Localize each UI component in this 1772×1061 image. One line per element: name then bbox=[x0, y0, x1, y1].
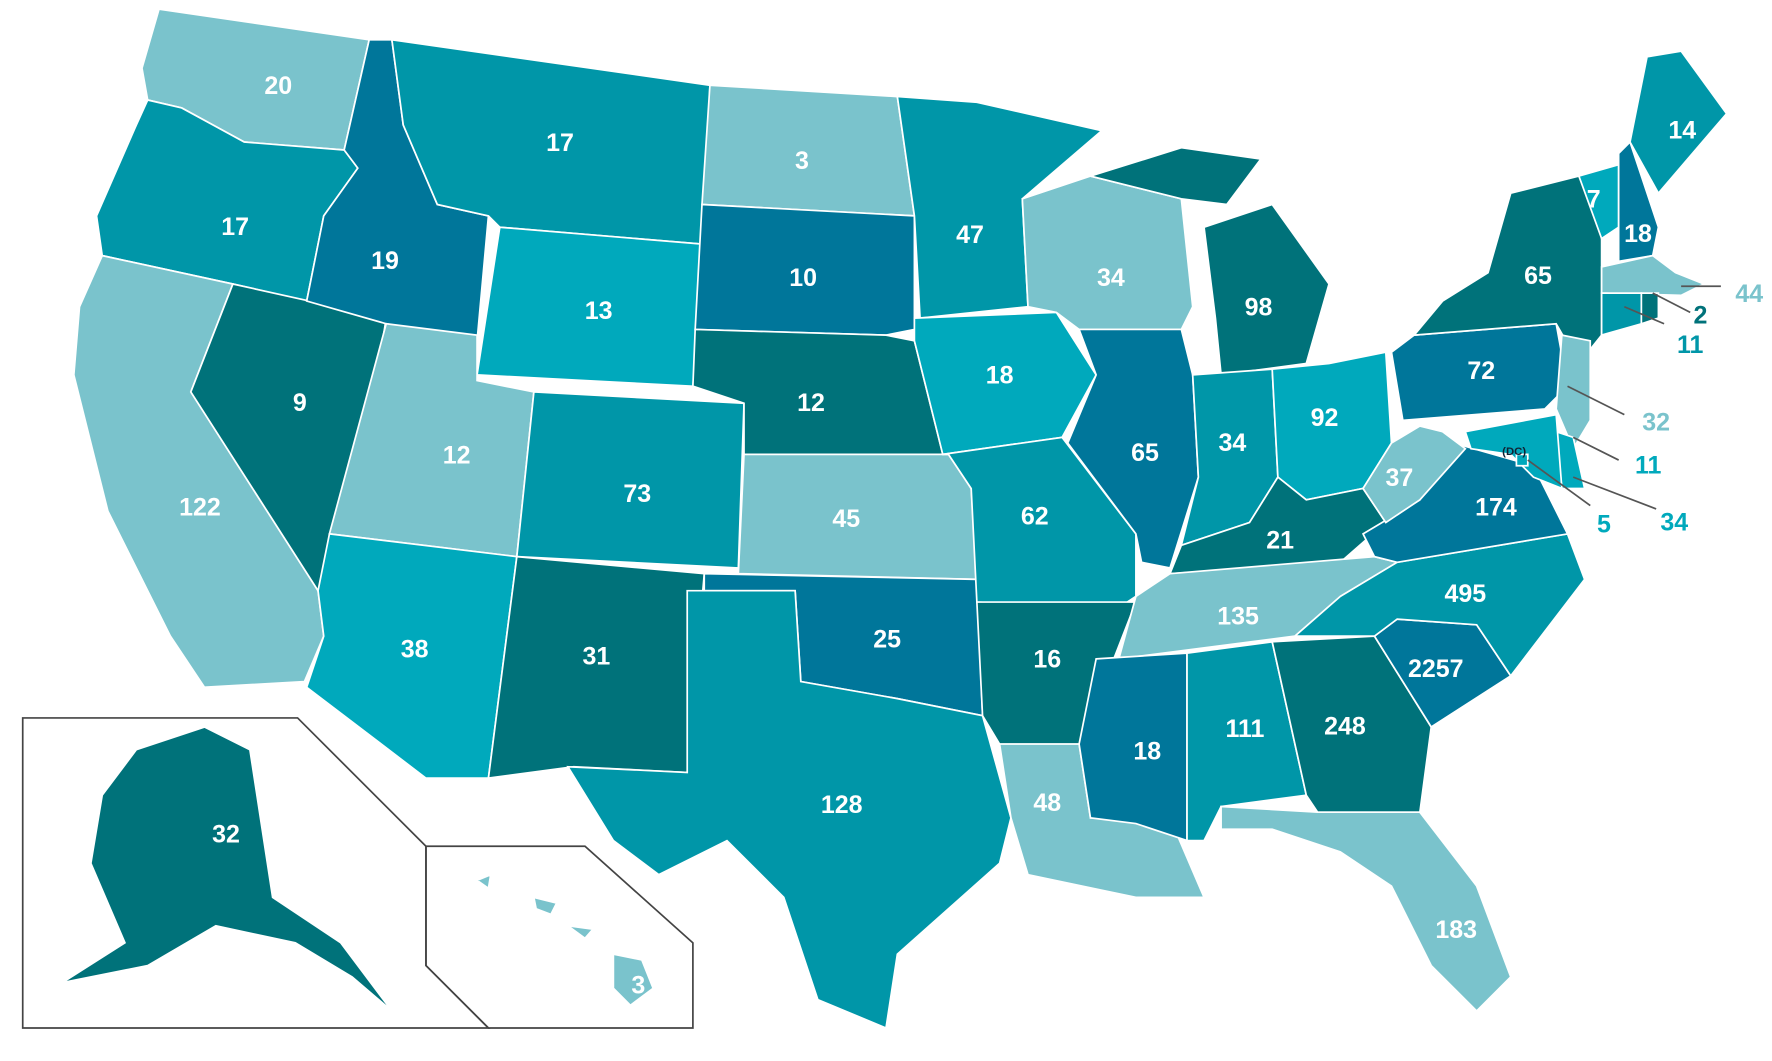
region bbox=[1640, 292, 1660, 325]
region-label: 65 bbox=[1524, 262, 1552, 290]
region-label: 25 bbox=[873, 625, 901, 653]
region bbox=[1066, 328, 1200, 569]
region-label: 2257 bbox=[1408, 655, 1464, 683]
region-label: 44 bbox=[1735, 280, 1763, 308]
region-label: 11 bbox=[1677, 331, 1704, 359]
hawaii-inset bbox=[425, 845, 694, 1029]
region bbox=[1617, 140, 1660, 263]
region bbox=[62, 726, 393, 1012]
region-label: 3 bbox=[795, 147, 809, 175]
region-label: 11 bbox=[1635, 451, 1662, 479]
region bbox=[694, 203, 916, 336]
region bbox=[1220, 805, 1512, 1013]
region-label: 17 bbox=[546, 129, 574, 157]
region-label: 122 bbox=[179, 494, 221, 522]
region bbox=[1464, 413, 1563, 490]
region-label: 174 bbox=[1475, 494, 1517, 522]
leader-line bbox=[1527, 459, 1591, 507]
region-label: 12 bbox=[797, 389, 825, 417]
region-label: 9 bbox=[293, 389, 307, 417]
region-label: 128 bbox=[821, 791, 863, 819]
region-label: 17 bbox=[221, 213, 249, 241]
region bbox=[1021, 175, 1194, 331]
region-label: 135 bbox=[1217, 603, 1259, 631]
region-label: 10 bbox=[789, 264, 817, 292]
leader-line bbox=[1623, 305, 1665, 325]
region-label: 31 bbox=[582, 642, 610, 670]
region-label: 7 bbox=[1587, 186, 1601, 214]
region-label: 38 bbox=[401, 635, 429, 663]
dc-note: (DC) bbox=[1502, 446, 1526, 458]
leader-line bbox=[1572, 476, 1657, 510]
region-label: 18 bbox=[986, 362, 1014, 390]
region-label: 248 bbox=[1324, 713, 1366, 741]
region bbox=[1600, 292, 1643, 337]
region-label: 62 bbox=[1021, 503, 1049, 531]
region-label: 18 bbox=[1624, 220, 1652, 248]
region-label: 72 bbox=[1467, 357, 1495, 385]
region-label: 183 bbox=[1435, 916, 1477, 944]
region-label: 495 bbox=[1444, 580, 1486, 608]
region bbox=[566, 589, 1012, 1030]
region-label: 2 bbox=[1693, 302, 1707, 330]
region-label: 3 bbox=[631, 972, 645, 1000]
region-label: 19 bbox=[371, 247, 399, 275]
region-label: 73 bbox=[623, 480, 651, 508]
region bbox=[1362, 425, 1467, 524]
region-label: 47 bbox=[956, 221, 984, 249]
region bbox=[1629, 50, 1728, 195]
region-label: 48 bbox=[1033, 789, 1061, 817]
region bbox=[1555, 334, 1592, 451]
leader-line bbox=[1567, 385, 1625, 416]
region-label: 65 bbox=[1131, 439, 1159, 467]
region-label: 37 bbox=[1386, 464, 1414, 492]
region-label: 32 bbox=[1642, 408, 1670, 436]
region bbox=[1087, 146, 1330, 376]
leader-line bbox=[1652, 292, 1691, 314]
region-label: 98 bbox=[1245, 294, 1273, 322]
leader-line bbox=[1572, 436, 1620, 461]
region-label: 111 bbox=[1225, 715, 1264, 743]
region-label: 32 bbox=[212, 821, 240, 849]
region-label: 21 bbox=[1266, 526, 1294, 554]
region-label: 14 bbox=[1668, 116, 1696, 144]
region-label: 16 bbox=[1033, 646, 1061, 674]
region-label: 34 bbox=[1219, 429, 1247, 457]
region bbox=[1515, 453, 1529, 467]
region bbox=[1600, 254, 1706, 297]
region-label: 18 bbox=[1133, 738, 1161, 766]
region-label: 5 bbox=[1597, 511, 1611, 539]
region-label: 13 bbox=[585, 297, 613, 325]
region bbox=[475, 873, 655, 1007]
region-label: 20 bbox=[264, 72, 292, 100]
region-label: 34 bbox=[1097, 264, 1125, 292]
region-label: 12 bbox=[443, 441, 471, 469]
region-label: 34 bbox=[1660, 508, 1688, 536]
region-label: 92 bbox=[1311, 404, 1339, 432]
region-label: 45 bbox=[832, 505, 860, 533]
